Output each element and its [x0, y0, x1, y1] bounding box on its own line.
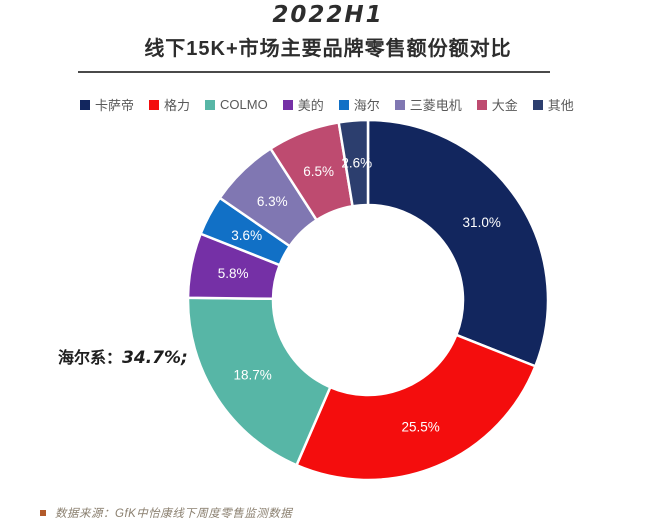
- legend-label: COLMO: [220, 97, 268, 112]
- legend-item-8: 其他: [532, 95, 574, 114]
- donut-slice-label: 5.8%: [218, 266, 249, 281]
- chart-main-title: 线下15K+市场主要品牌零售额份额对比: [144, 38, 512, 60]
- data-source: 数据来源：GfK中怡康线下周度零售监测数据: [40, 505, 292, 521]
- donut-slice-label: 25.5%: [401, 420, 439, 435]
- footer-bullet-icon: [40, 510, 46, 516]
- legend-swatch-icon: [149, 99, 160, 110]
- title-divider: [78, 71, 550, 73]
- legend-item-7: 大金: [476, 95, 518, 114]
- annotation-prefix: 海尔系：: [58, 350, 123, 367]
- legend-item-2: 格力: [149, 95, 190, 114]
- legend-item-3: COLMO: [205, 97, 268, 112]
- data-source-text: 数据来源：GfK中怡康线下周度零售监测数据: [55, 508, 293, 520]
- legend-label: 卡萨帝: [95, 98, 135, 113]
- legend-item-5: 海尔: [338, 95, 380, 114]
- donut-slice-label: 6.5%: [303, 164, 334, 179]
- legend-label: 格力: [164, 98, 191, 113]
- legend-swatch-icon: [394, 99, 405, 110]
- donut-slice-1: [366, 118, 550, 368]
- legend: 卡萨帝 格力 COLMO 美的 海尔 三菱电机 大金 其他: [80, 95, 574, 114]
- legend-swatch-icon: [205, 99, 216, 110]
- donut-slice-label: 18.7%: [233, 367, 271, 382]
- legend-label: 美的: [297, 98, 324, 113]
- donut-slice-label: 6.3%: [257, 194, 288, 209]
- annotation-value: 34.7%;: [122, 348, 188, 368]
- donut-slice-3: [186, 296, 332, 467]
- donut-slice-label: 3.6%: [231, 228, 262, 243]
- donut-slice-label: 2.6%: [341, 156, 372, 171]
- legend-swatch-icon: [282, 99, 293, 110]
- legend-swatch-icon: [532, 99, 543, 110]
- legend-swatch-icon: [476, 99, 487, 110]
- haier-group-annotation: 海尔系：34.7%;: [58, 344, 188, 368]
- legend-label: 三菱电机: [409, 98, 462, 113]
- donut-slice-2: [295, 333, 537, 482]
- legend-item-6: 三菱电机: [394, 95, 462, 114]
- legend-item-4: 美的: [282, 95, 324, 114]
- donut-slice-label: 31.0%: [463, 215, 501, 230]
- legend-swatch-icon: [338, 99, 349, 110]
- donut-slice-8: [337, 118, 370, 208]
- legend-label: 大金: [491, 98, 518, 113]
- chart-period-title: 2022H1: [272, 2, 384, 28]
- legend-swatch-icon: [80, 99, 90, 110]
- legend-label: 海尔: [353, 98, 380, 113]
- legend-label: 其他: [547, 98, 574, 113]
- legend-item-1: 卡萨帝: [80, 95, 134, 114]
